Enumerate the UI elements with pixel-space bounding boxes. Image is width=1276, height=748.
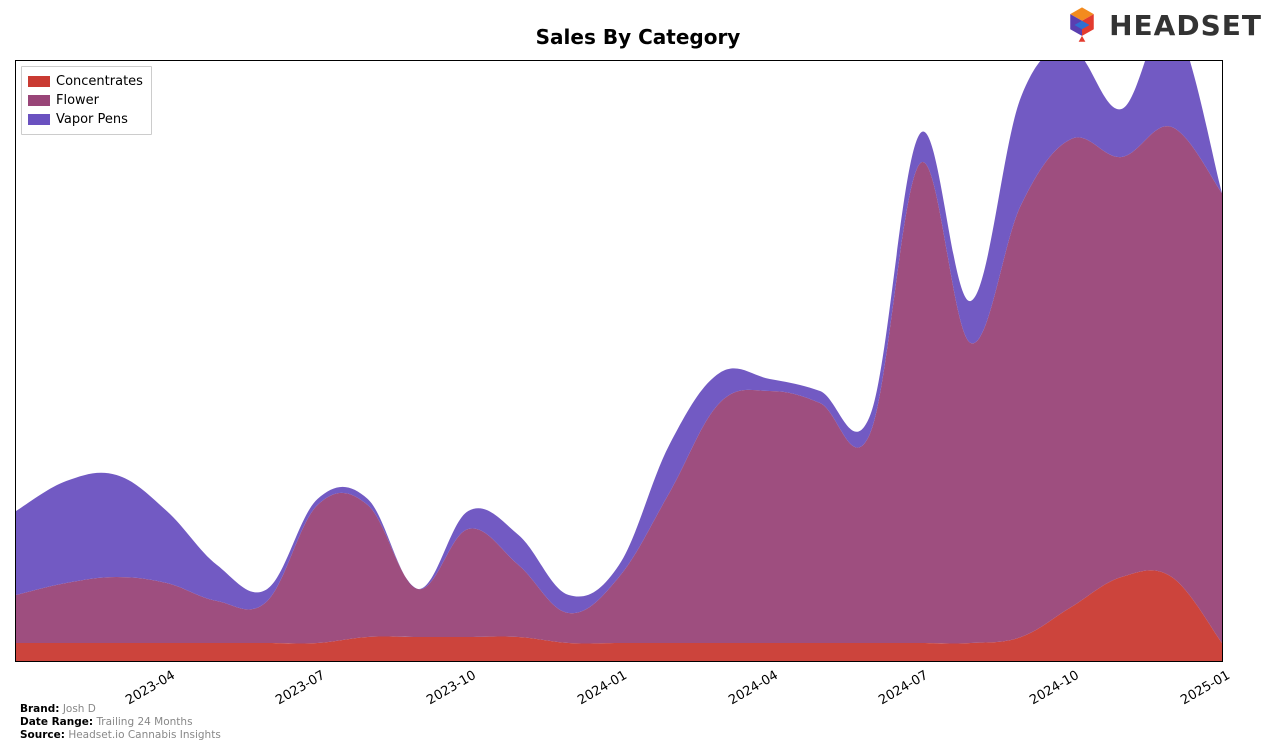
legend-item-concentrates: Concentrates [28, 72, 143, 91]
footer-brand: Brand: Josh D [20, 703, 221, 716]
chart-legend: Concentrates Flower Vapor Pens [21, 66, 152, 135]
x-tick-label: 2024-10 [1027, 668, 1082, 708]
chart-plot-area: Concentrates Flower Vapor Pens [15, 60, 1223, 662]
x-tick-label: 2024-04 [726, 668, 781, 708]
headset-logo-icon [1061, 4, 1103, 46]
legend-item-flower: Flower [28, 91, 143, 110]
chart-footer: Brand: Josh D Date Range: Trailing 24 Mo… [20, 703, 221, 742]
stacked-area-svg [16, 61, 1222, 661]
headset-logo-text: HEADSET [1109, 9, 1262, 42]
chart-container: Sales By Category HEADSET Concentrates F… [0, 0, 1276, 748]
legend-swatch [28, 114, 50, 125]
x-tick-label: 2025-01 [1178, 668, 1233, 708]
legend-swatch [28, 95, 50, 106]
legend-label: Vapor Pens [56, 110, 128, 129]
footer-source: Source: Headset.io Cannabis Insights [20, 729, 221, 742]
footer-date-range: Date Range: Trailing 24 Months [20, 716, 221, 729]
x-tick-label: 2023-10 [424, 668, 479, 708]
x-tick-label: 2024-01 [575, 668, 630, 708]
legend-label: Concentrates [56, 72, 143, 91]
legend-label: Flower [56, 91, 99, 110]
legend-item-vapor-pens: Vapor Pens [28, 110, 143, 129]
x-tick-label: 2024-07 [877, 668, 932, 708]
headset-logo: HEADSET [1061, 4, 1262, 46]
x-tick-label: 2023-07 [274, 668, 329, 708]
legend-swatch [28, 76, 50, 87]
